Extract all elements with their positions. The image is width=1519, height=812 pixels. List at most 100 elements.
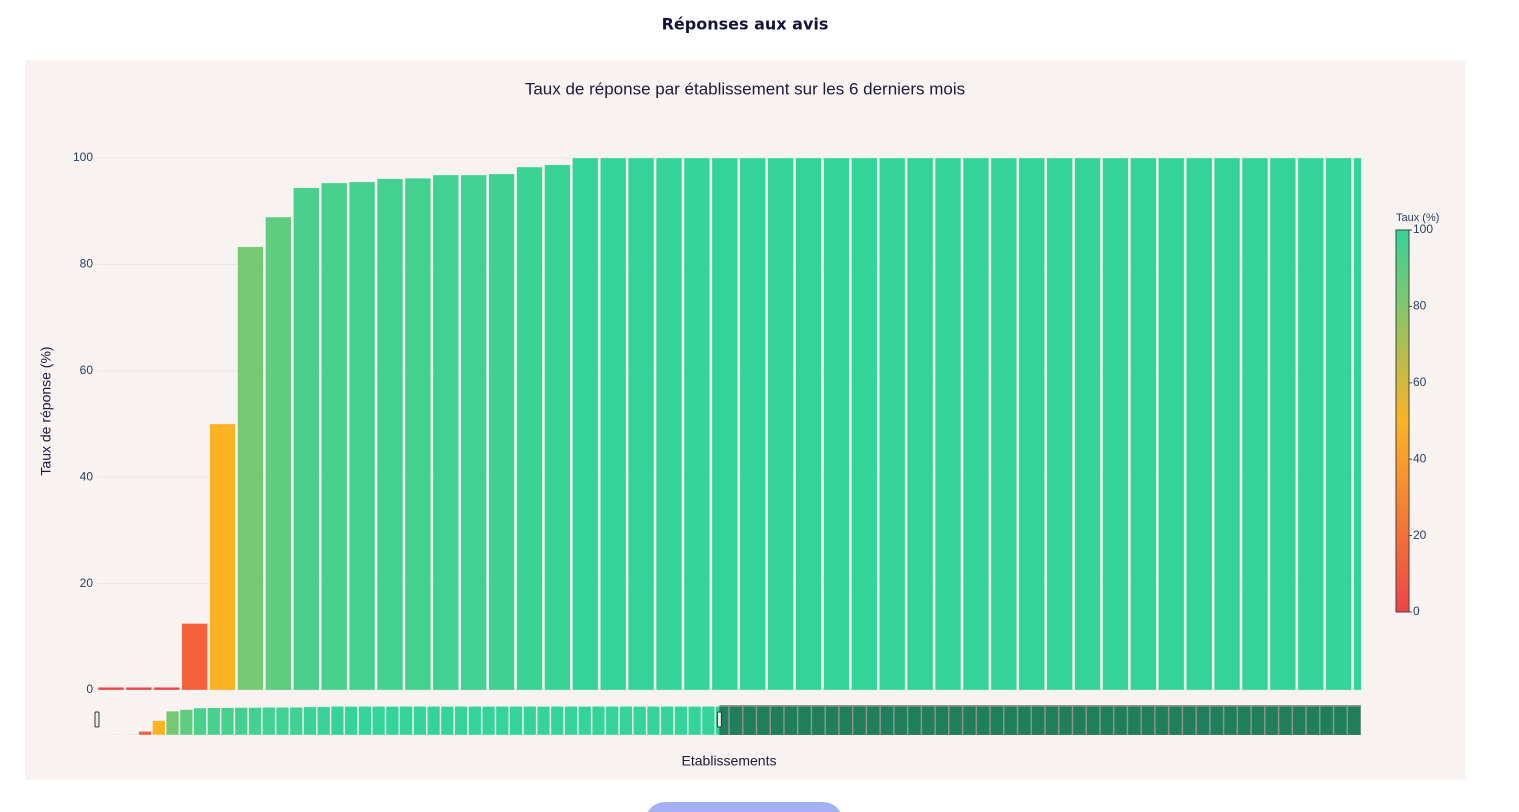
slider-bar: [481, 706, 496, 736]
slider-bar: [619, 706, 633, 736]
slider-bar: [784, 706, 798, 736]
bar: [1130, 157, 1157, 691]
bar: [293, 187, 320, 691]
slider-bar: [1155, 706, 1169, 736]
bar: [376, 178, 404, 691]
slider-bar: [536, 706, 551, 736]
bar: [1353, 157, 1361, 691]
chart-title: Taux de réponse par établissement sur le…: [525, 79, 965, 98]
button[interactable]: [645, 802, 843, 812]
bar: [1465, 158, 1491, 690]
y-axis-label: Taux de réponse (%): [38, 346, 54, 475]
bar: [460, 174, 487, 691]
colorbar-tick-label: 0: [1413, 604, 1420, 618]
bar: [1325, 157, 1352, 691]
slider-bar: [385, 706, 399, 736]
slider-bar: [797, 706, 812, 736]
colorbar-title: Taux (%): [1396, 212, 1439, 224]
bar: [1018, 157, 1045, 691]
bar: [1102, 157, 1129, 691]
slider-bar: [743, 706, 757, 736]
slider-bar: [440, 706, 454, 736]
slider-bar: [935, 706, 949, 736]
slider-bar: [344, 706, 358, 736]
slider-bar: [1168, 706, 1183, 736]
slider-bar: [1100, 706, 1114, 736]
slider-bar: [1031, 706, 1045, 736]
slider-bar: [358, 706, 372, 736]
slider-bar: [152, 720, 166, 736]
y-tick-label: 0: [86, 682, 93, 696]
slider-handle[interactable]: [716, 711, 722, 728]
slider-bar: [866, 706, 880, 736]
slider-bar: [811, 706, 825, 736]
bar: [348, 181, 376, 691]
slider-bar: [262, 707, 276, 736]
bar: [404, 177, 431, 691]
colorbar-tick-label: 60: [1413, 375, 1427, 389]
bar: [321, 182, 348, 691]
slider-bar: [372, 706, 386, 736]
slider-bar: [179, 709, 193, 736]
slider-bar: [399, 706, 413, 736]
slider-bar: [839, 706, 853, 736]
slider-handle[interactable]: [94, 711, 100, 728]
slider-bar: [907, 706, 922, 736]
bar: [516, 166, 543, 691]
slider-bar: [289, 707, 303, 736]
bar: [934, 157, 962, 691]
bar: [739, 157, 766, 691]
bar: [990, 157, 1017, 691]
slider-bar: [468, 706, 482, 736]
slider-bar: [1127, 706, 1141, 736]
slider-bar: [330, 706, 345, 736]
y-tick-label: 80: [80, 257, 94, 271]
slider-bar: [1347, 706, 1361, 736]
bar: [1074, 157, 1101, 691]
range-slider[interactable]: [94, 705, 1361, 736]
bar: [125, 687, 152, 691]
slider-bar: [413, 706, 427, 736]
slider-bar: [756, 706, 770, 736]
slider-bar: [509, 706, 523, 736]
slider-bar: [1141, 706, 1155, 736]
bar: [1241, 157, 1269, 691]
slider-bar: [550, 706, 564, 736]
bar: [628, 157, 655, 691]
bar: [1297, 157, 1324, 691]
slider-bar: [976, 706, 990, 736]
slider-bar: [605, 706, 619, 736]
slider-bar: [660, 706, 674, 736]
slider-bar: [578, 706, 592, 736]
slider-bar: [275, 707, 290, 736]
slider-bar: [1223, 706, 1238, 736]
slider-bar: [921, 706, 935, 736]
slider-bar: [165, 710, 180, 736]
slider-bar: [949, 706, 963, 736]
slider-bar: [1292, 706, 1306, 736]
bar: [823, 157, 850, 691]
slider-bar: [825, 706, 839, 736]
slider-bar: [207, 707, 221, 736]
bar: [209, 423, 236, 691]
slider-bar: [1182, 706, 1196, 736]
bar: [879, 157, 906, 691]
slider-bar: [1333, 706, 1347, 736]
slider-bar: [1045, 706, 1059, 736]
slider-bar: [990, 706, 1004, 736]
bar: [655, 157, 683, 691]
bar: [962, 157, 990, 691]
bars: [97, 157, 1491, 691]
slider-bar: [1113, 706, 1128, 736]
bar: [1046, 157, 1073, 691]
colorbar-gradient: [1395, 229, 1410, 613]
slider-bar: [852, 706, 867, 736]
bar: [683, 157, 710, 691]
slider-bar: [894, 706, 908, 736]
y-tick-label: 60: [80, 363, 94, 377]
slider-bar: [646, 706, 661, 736]
slider-bar: [962, 706, 977, 736]
slider-bar: [1086, 706, 1100, 736]
slider-bar: [1265, 706, 1279, 736]
